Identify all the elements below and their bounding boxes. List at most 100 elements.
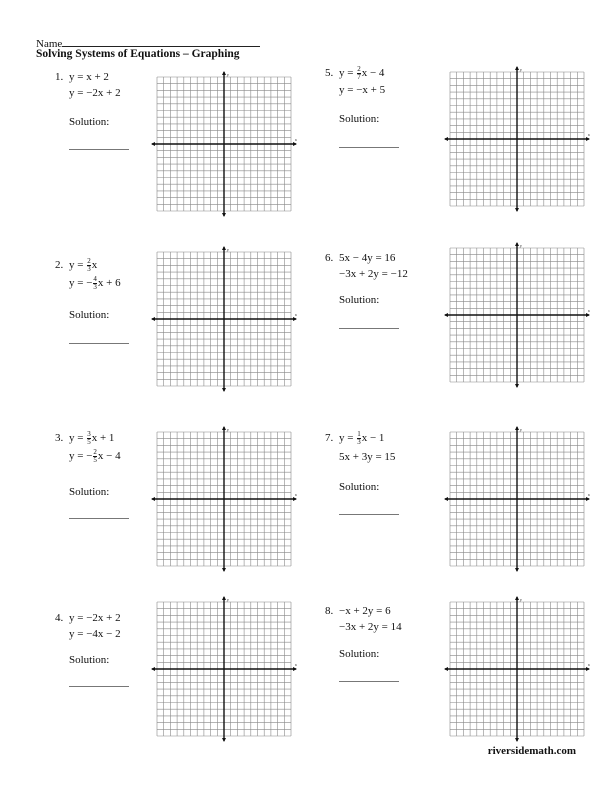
arrow-right-icon xyxy=(293,142,297,146)
x-axis-label: x xyxy=(294,662,297,667)
coordinate-grid[interactable]: yx xyxy=(151,246,301,396)
equation: −3x + 2y = 14 xyxy=(339,621,402,633)
x-axis-label: x xyxy=(587,308,590,313)
x-axis-label: x xyxy=(294,137,297,142)
coordinate-grid[interactable]: yx xyxy=(444,66,594,216)
name-field[interactable]: Name xyxy=(36,36,261,50)
equation: y = x + 2 xyxy=(69,71,109,83)
solution-label: Solution: xyxy=(69,309,110,321)
solution-label: Solution: xyxy=(69,654,110,666)
arrow-up-icon xyxy=(515,242,519,246)
problem-number: 5. xyxy=(325,67,334,79)
y-axis-label: y xyxy=(519,67,522,72)
solution-label: Solution: xyxy=(339,481,380,493)
solution-answer-line[interactable] xyxy=(69,149,129,150)
arrow-right-icon xyxy=(293,667,297,671)
arrow-up-icon xyxy=(222,596,226,600)
arrow-right-icon xyxy=(586,497,590,501)
coordinate-grid[interactable]: yx xyxy=(444,596,594,746)
coordinate-grid[interactable]: yx xyxy=(444,242,594,392)
solution-answer-line[interactable] xyxy=(339,328,399,329)
equation: y = −2 5 x − 4 xyxy=(69,447,121,464)
x-axis-label: x xyxy=(587,662,590,667)
arrow-right-icon xyxy=(293,317,297,321)
equation: 5x − 4y = 16 xyxy=(339,252,396,264)
coordinate-grid[interactable]: yx xyxy=(151,426,301,576)
arrow-down-icon xyxy=(515,384,519,388)
equation: y = −2x + 2 xyxy=(69,612,121,624)
name-label: Name xyxy=(36,38,63,50)
y-axis-label: y xyxy=(519,597,522,602)
problem-number: 4. xyxy=(55,612,64,624)
solution-label: Solution: xyxy=(339,648,380,660)
solution-answer-line[interactable] xyxy=(69,343,129,344)
arrow-down-icon xyxy=(515,568,519,572)
arrow-down-icon xyxy=(222,388,226,392)
equation: −3x + 2y = −12 xyxy=(339,268,408,280)
y-axis-label: y xyxy=(226,247,229,252)
arrow-right-icon xyxy=(586,137,590,141)
x-axis-label: x xyxy=(294,312,297,317)
coordinate-grid[interactable]: yx xyxy=(151,596,301,746)
equation: y = −2x + 2 xyxy=(69,87,121,99)
x-axis-label: x xyxy=(587,492,590,497)
problem-number: 2. xyxy=(55,259,64,271)
arrow-down-icon xyxy=(515,738,519,742)
arrow-up-icon xyxy=(222,426,226,430)
arrow-left-icon xyxy=(151,142,155,146)
y-axis-label: y xyxy=(519,243,522,248)
problem-number: 3. xyxy=(55,432,64,444)
arrow-right-icon xyxy=(586,313,590,317)
page-title: Solving Systems of Equations – Graphing xyxy=(36,48,240,60)
arrow-up-icon xyxy=(515,596,519,600)
solution-answer-line[interactable] xyxy=(339,147,399,148)
solution-label: Solution: xyxy=(69,486,110,498)
arrow-left-icon xyxy=(444,137,448,141)
footer-site: riversidemath.com xyxy=(487,745,576,757)
arrow-down-icon xyxy=(222,738,226,742)
arrow-up-icon xyxy=(222,71,226,75)
problem-number: 1. xyxy=(55,71,64,83)
y-axis-label: y xyxy=(519,427,522,432)
name-line[interactable] xyxy=(62,36,261,47)
equation: y = −4 3 x + 6 xyxy=(69,274,121,291)
y-axis-label: y xyxy=(226,72,229,77)
arrow-left-icon xyxy=(444,313,448,317)
arrow-up-icon xyxy=(515,426,519,430)
y-axis-label: y xyxy=(226,427,229,432)
coordinate-grid[interactable]: yx xyxy=(444,426,594,576)
arrow-left-icon xyxy=(151,667,155,671)
problem-number: 7. xyxy=(325,432,334,444)
x-axis-label: x xyxy=(294,492,297,497)
solution-answer-line[interactable] xyxy=(69,686,129,687)
x-axis-label: x xyxy=(587,132,590,137)
arrow-left-icon xyxy=(444,667,448,671)
arrow-up-icon xyxy=(222,246,226,250)
solution-answer-line[interactable] xyxy=(339,681,399,682)
problem-number: 6. xyxy=(325,252,334,264)
solution-label: Solution: xyxy=(339,113,380,125)
arrow-down-icon xyxy=(222,568,226,572)
solution-label: Solution: xyxy=(69,116,110,128)
coordinate-grid[interactable]: yx xyxy=(151,71,301,221)
arrow-left-icon xyxy=(151,497,155,501)
equation: y = −x + 5 xyxy=(339,84,386,96)
arrow-up-icon xyxy=(515,66,519,70)
solution-answer-line[interactable] xyxy=(69,518,129,519)
arrow-down-icon xyxy=(515,208,519,212)
solution-label: Solution: xyxy=(339,294,380,306)
solution-answer-line[interactable] xyxy=(339,514,399,515)
arrow-right-icon xyxy=(293,497,297,501)
arrow-left-icon xyxy=(444,497,448,501)
